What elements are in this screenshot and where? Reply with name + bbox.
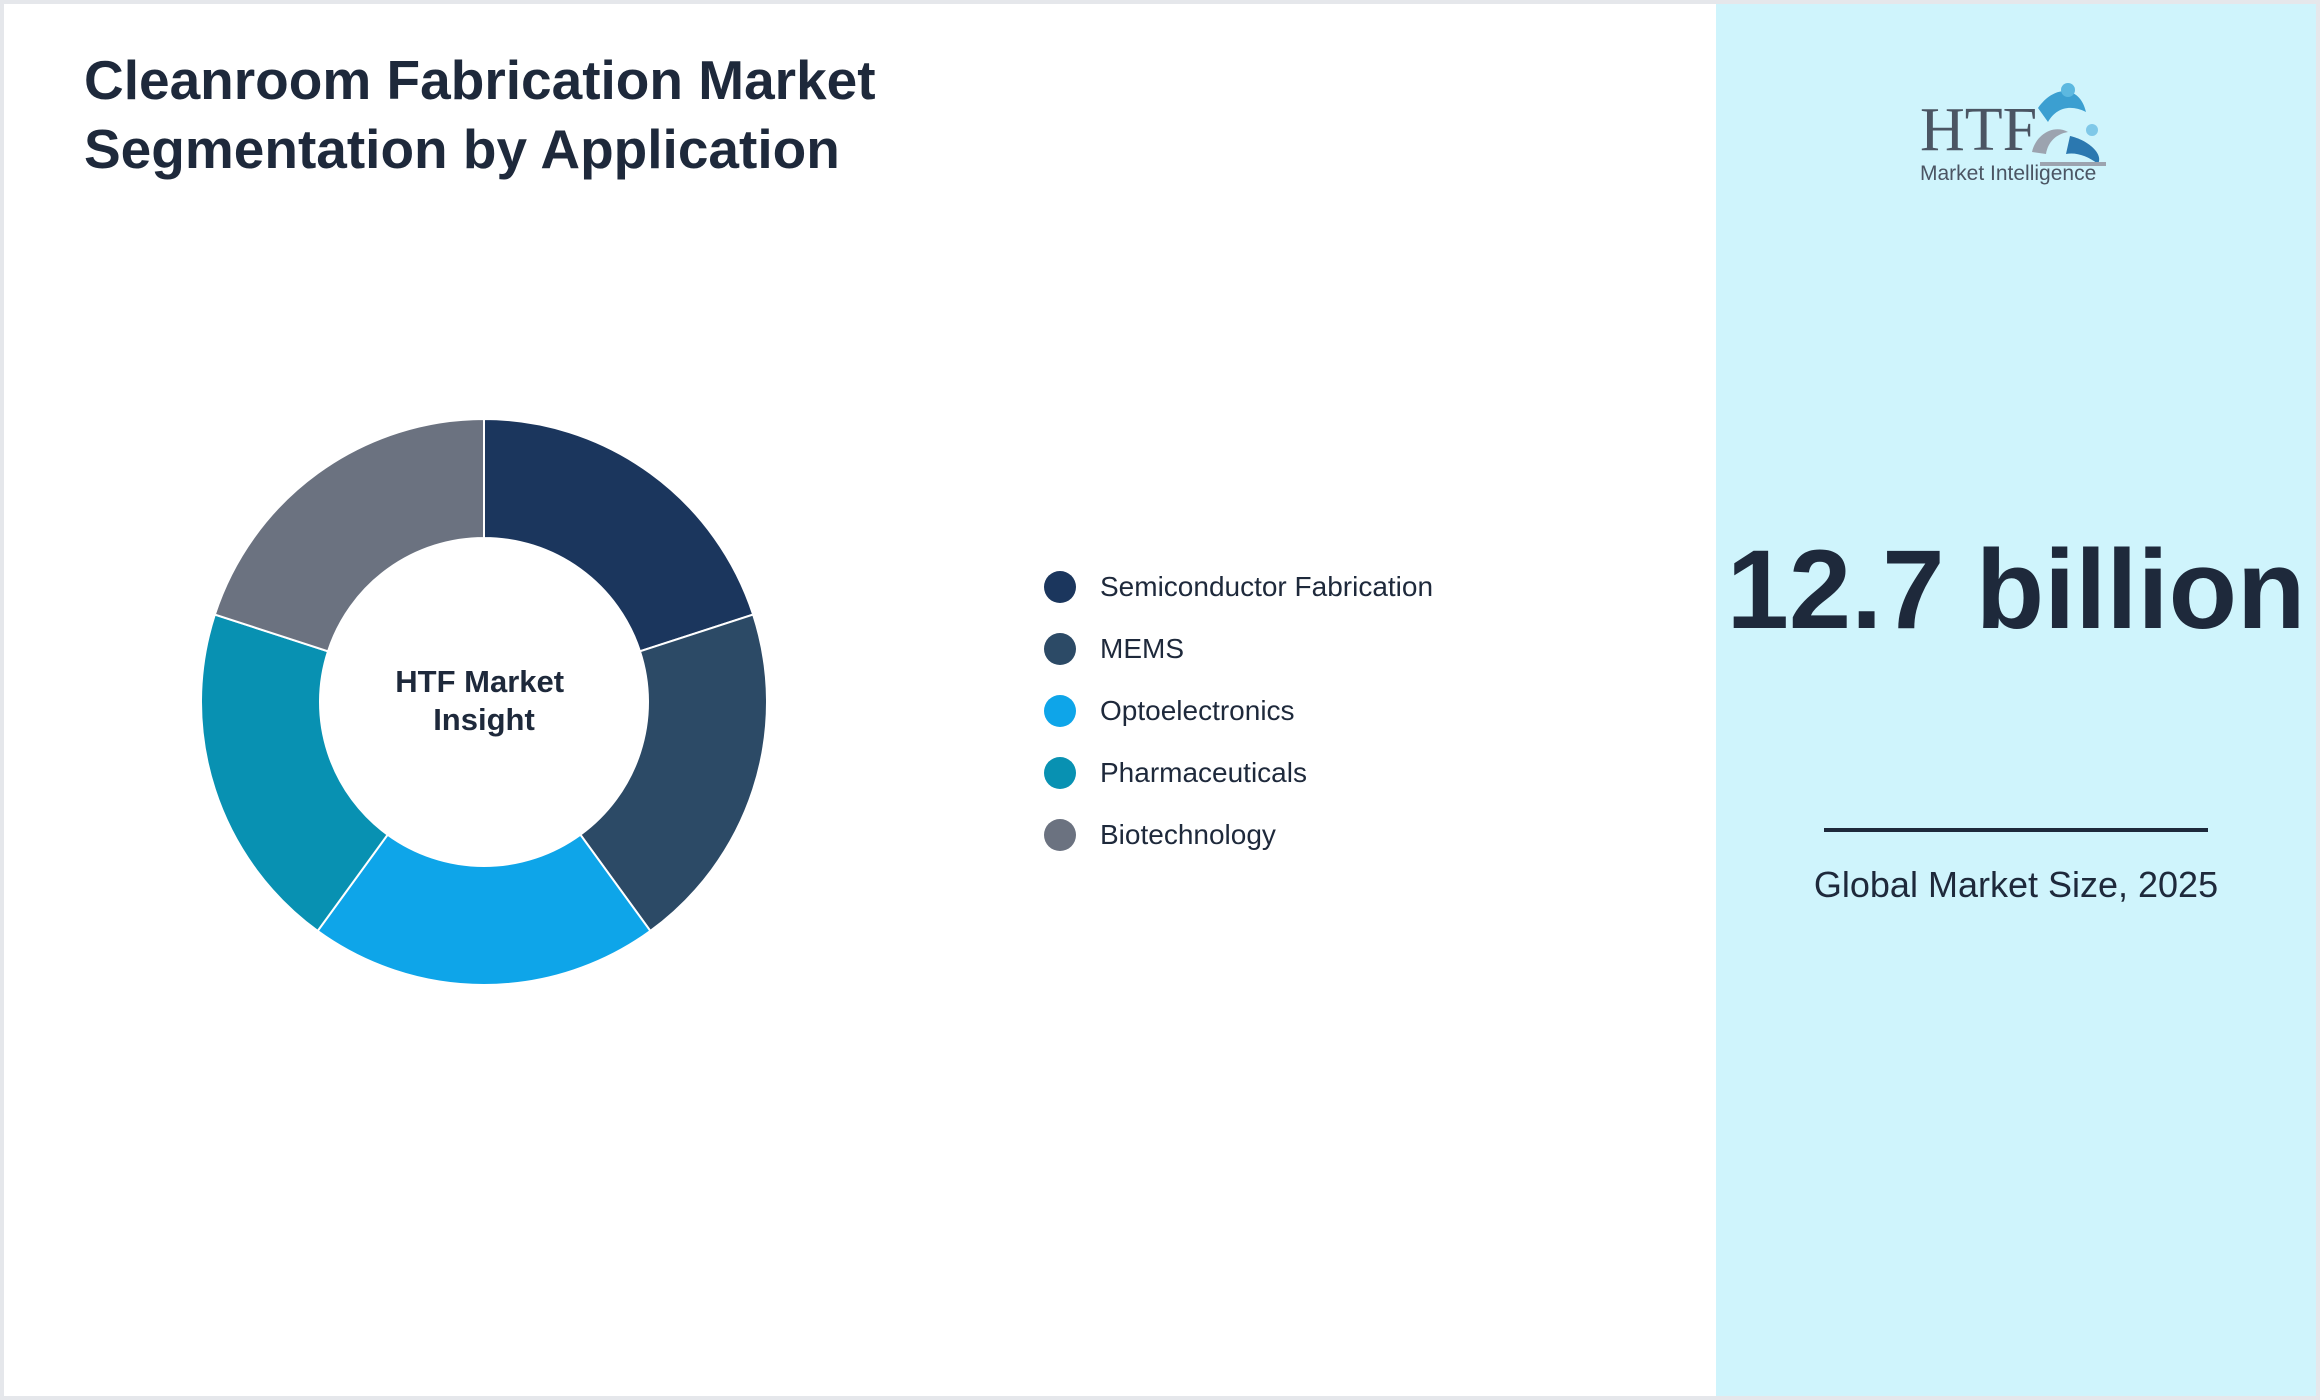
divider [1824,828,2208,832]
legend-swatch [1044,695,1076,727]
market-size-value: 12.7 billion [1726,527,2306,652]
legend-swatch [1044,633,1076,665]
htf-logo-icon [2032,83,2106,166]
donut-slice-mems [579,613,768,933]
legend-item-optoelectronics: Optoelectronics [1044,680,1433,742]
logo-text: HTF [1920,96,2037,164]
donut-chart: HTF Market Insight [200,417,768,986]
chart-legend: Semiconductor Fabrication MEMS Optoelectro… [1044,556,1433,866]
donut-slice-semiconductor-fabrication [483,417,755,653]
donut-center-label: HTF Market Insight [395,664,572,737]
legend-item-biotechnology: Biotechnology [1044,804,1433,866]
donut-slices [200,417,768,986]
legend-label: MEMS [1100,633,1184,664]
legend-label: Semiconductor Fabrication [1100,571,1434,602]
donut-center-label-line-1: HTF Market [395,664,564,699]
donut-slice-pharmaceuticals [200,613,389,933]
htf-logo: HTF Market Intelligence [1920,83,2106,185]
legend-item-semiconductor-fabrication: Semiconductor Fabrication [1044,556,1433,618]
market-size-panel: HTF Market Intelligence 12.7 billion Glo… [1716,4,2316,1396]
market-size-caption: Global Market Size, 2025 [1813,864,2219,905]
legend-swatch [1044,819,1076,851]
legend-swatch [1044,571,1076,603]
legend-swatch [1044,757,1076,789]
legend-label: Biotechnology [1100,819,1276,850]
legend-label: Optoelectronics [1100,695,1295,726]
legend-item-pharmaceuticals: Pharmaceuticals [1044,742,1433,804]
donut-slice-biotechnology [213,417,485,653]
donut-center-label-line-2: Insight [433,702,535,737]
donut-slice-optoelectronics [316,833,652,986]
legend-item-mems: MEMS [1044,618,1433,680]
legend-label: Pharmaceuticals [1100,757,1307,788]
chart-title: Cleanroom Fabrication Market Segmentatio… [84,49,876,180]
logo-subtext: Market Intelligence [1920,162,2096,185]
chart-panel: Cleanroom Fabrication Market Segmentatio… [4,4,1716,1396]
